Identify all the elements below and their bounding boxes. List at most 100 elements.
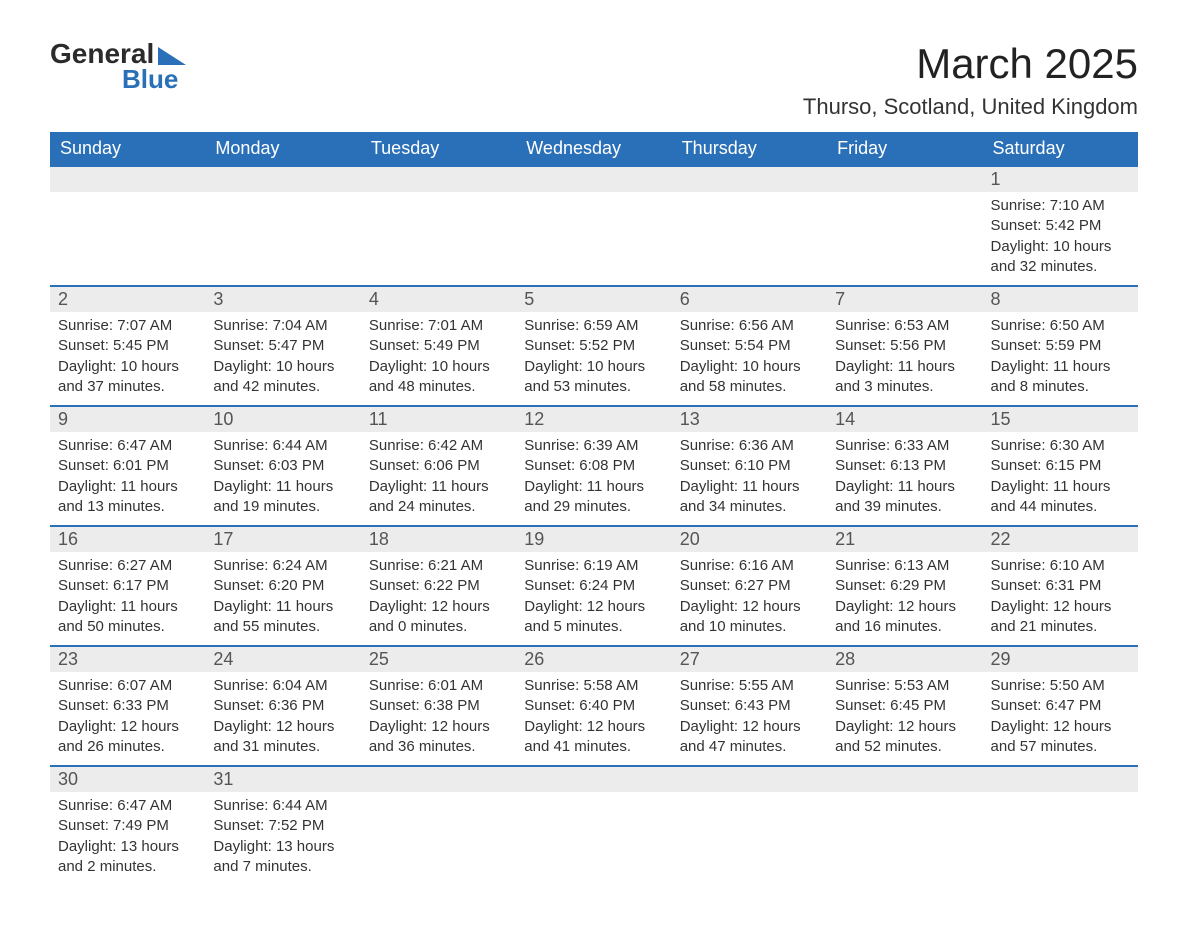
day-details-cell: Sunrise: 6:39 AMSunset: 6:08 PMDaylight:…: [516, 432, 671, 526]
sunset-text: Sunset: 6:33 PM: [58, 696, 197, 716]
day-number-cell: 8: [983, 286, 1138, 312]
day-details-cell: [827, 192, 982, 286]
sunrise-text: Sunrise: 6:36 AM: [680, 436, 819, 456]
day-details-cell: [361, 792, 516, 885]
day-number-cell: [827, 166, 982, 192]
sunrise-text: Sunrise: 6:01 AM: [369, 676, 508, 696]
calendar-body: 1Sunrise: 7:10 AMSunset: 5:42 PMDaylight…: [50, 166, 1138, 885]
sunrise-text: Sunrise: 6:16 AM: [680, 556, 819, 576]
sunrise-text: Sunrise: 5:50 AM: [991, 676, 1130, 696]
sunset-text: Sunset: 5:56 PM: [835, 336, 974, 356]
sunrise-text: Sunrise: 5:53 AM: [835, 676, 974, 696]
sunrise-text: Sunrise: 6:42 AM: [369, 436, 508, 456]
logo-triangle-icon: [158, 47, 186, 65]
daylight-text: Daylight: 12 hours and 21 minutes.: [991, 597, 1130, 638]
sunrise-text: Sunrise: 6:19 AM: [524, 556, 663, 576]
sunset-text: Sunset: 7:52 PM: [213, 816, 352, 836]
sunrise-text: Sunrise: 6:47 AM: [58, 436, 197, 456]
sunset-text: Sunset: 6:40 PM: [524, 696, 663, 716]
day-number-cell: 22: [983, 526, 1138, 552]
daylight-text: Daylight: 11 hours and 8 minutes.: [991, 357, 1130, 398]
sunset-text: Sunset: 6:36 PM: [213, 696, 352, 716]
day-number-cell: 20: [672, 526, 827, 552]
sunrise-text: Sunrise: 6:07 AM: [58, 676, 197, 696]
day-number-cell: 29: [983, 646, 1138, 672]
day-details-cell: [983, 792, 1138, 885]
day-details-cell: Sunrise: 6:07 AMSunset: 6:33 PMDaylight:…: [50, 672, 205, 766]
day-number-cell: 30: [50, 766, 205, 792]
sunset-text: Sunset: 5:59 PM: [991, 336, 1130, 356]
day-number-cell: 6: [672, 286, 827, 312]
sunrise-text: Sunrise: 6:27 AM: [58, 556, 197, 576]
day-number-cell: 27: [672, 646, 827, 672]
location-subtitle: Thurso, Scotland, United Kingdom: [803, 94, 1138, 120]
day-number-cell: 3: [205, 286, 360, 312]
sunrise-text: Sunrise: 6:33 AM: [835, 436, 974, 456]
day-number-cell: 7: [827, 286, 982, 312]
weekday-header: Tuesday: [361, 132, 516, 166]
day-details-cell: Sunrise: 6:36 AMSunset: 6:10 PMDaylight:…: [672, 432, 827, 526]
sunset-text: Sunset: 6:08 PM: [524, 456, 663, 476]
sunrise-text: Sunrise: 7:07 AM: [58, 316, 197, 336]
day-details-cell: Sunrise: 7:10 AMSunset: 5:42 PMDaylight:…: [983, 192, 1138, 286]
daylight-text: Daylight: 12 hours and 31 minutes.: [213, 717, 352, 758]
day-details-cell: Sunrise: 6:59 AMSunset: 5:52 PMDaylight:…: [516, 312, 671, 406]
day-details-cell: Sunrise: 5:53 AMSunset: 6:45 PMDaylight:…: [827, 672, 982, 766]
daylight-text: Daylight: 12 hours and 26 minutes.: [58, 717, 197, 758]
day-number-cell: 5: [516, 286, 671, 312]
weekday-header: Sunday: [50, 132, 205, 166]
sunset-text: Sunset: 6:38 PM: [369, 696, 508, 716]
day-details-cell: Sunrise: 6:47 AMSunset: 6:01 PMDaylight:…: [50, 432, 205, 526]
day-details-cell: [516, 192, 671, 286]
sunset-text: Sunset: 6:29 PM: [835, 576, 974, 596]
daylight-text: Daylight: 13 hours and 2 minutes.: [58, 837, 197, 878]
day-number-cell: [827, 766, 982, 792]
sunset-text: Sunset: 6:43 PM: [680, 696, 819, 716]
sunrise-text: Sunrise: 6:50 AM: [991, 316, 1130, 336]
day-number-cell: 13: [672, 406, 827, 432]
day-details-cell: Sunrise: 6:10 AMSunset: 6:31 PMDaylight:…: [983, 552, 1138, 646]
daylight-text: Daylight: 11 hours and 19 minutes.: [213, 477, 352, 518]
sunset-text: Sunset: 6:27 PM: [680, 576, 819, 596]
week-daynum-row: 1: [50, 166, 1138, 192]
week-details-row: Sunrise: 7:10 AMSunset: 5:42 PMDaylight:…: [50, 192, 1138, 286]
sunrise-text: Sunrise: 6:56 AM: [680, 316, 819, 336]
daylight-text: Daylight: 12 hours and 16 minutes.: [835, 597, 974, 638]
day-details-cell: Sunrise: 7:04 AMSunset: 5:47 PMDaylight:…: [205, 312, 360, 406]
day-details-cell: [205, 192, 360, 286]
day-details-cell: Sunrise: 6:56 AMSunset: 5:54 PMDaylight:…: [672, 312, 827, 406]
sunset-text: Sunset: 5:52 PM: [524, 336, 663, 356]
weekday-header: Friday: [827, 132, 982, 166]
sunrise-text: Sunrise: 6:30 AM: [991, 436, 1130, 456]
week-daynum-row: 9101112131415: [50, 406, 1138, 432]
day-number-cell: 21: [827, 526, 982, 552]
sunrise-text: Sunrise: 7:01 AM: [369, 316, 508, 336]
daylight-text: Daylight: 10 hours and 48 minutes.: [369, 357, 508, 398]
daylight-text: Daylight: 11 hours and 39 minutes.: [835, 477, 974, 518]
sunset-text: Sunset: 7:49 PM: [58, 816, 197, 836]
daylight-text: Daylight: 12 hours and 52 minutes.: [835, 717, 974, 758]
day-details-cell: [516, 792, 671, 885]
sunrise-text: Sunrise: 6:44 AM: [213, 796, 352, 816]
month-title: March 2025: [803, 40, 1138, 88]
day-number-cell: [672, 166, 827, 192]
sunrise-text: Sunrise: 6:59 AM: [524, 316, 663, 336]
daylight-text: Daylight: 11 hours and 3 minutes.: [835, 357, 974, 398]
sunrise-text: Sunrise: 7:04 AM: [213, 316, 352, 336]
sunset-text: Sunset: 5:45 PM: [58, 336, 197, 356]
daylight-text: Daylight: 13 hours and 7 minutes.: [213, 837, 352, 878]
day-number-cell: 16: [50, 526, 205, 552]
day-number-cell: 17: [205, 526, 360, 552]
daylight-text: Daylight: 12 hours and 36 minutes.: [369, 717, 508, 758]
day-details-cell: Sunrise: 6:27 AMSunset: 6:17 PMDaylight:…: [50, 552, 205, 646]
week-details-row: Sunrise: 6:47 AMSunset: 6:01 PMDaylight:…: [50, 432, 1138, 526]
daylight-text: Daylight: 10 hours and 58 minutes.: [680, 357, 819, 398]
day-details-cell: Sunrise: 6:44 AMSunset: 7:52 PMDaylight:…: [205, 792, 360, 885]
daylight-text: Daylight: 11 hours and 44 minutes.: [991, 477, 1130, 518]
day-details-cell: Sunrise: 6:21 AMSunset: 6:22 PMDaylight:…: [361, 552, 516, 646]
daylight-text: Daylight: 12 hours and 57 minutes.: [991, 717, 1130, 758]
weekday-header: Saturday: [983, 132, 1138, 166]
week-details-row: Sunrise: 6:07 AMSunset: 6:33 PMDaylight:…: [50, 672, 1138, 766]
day-number-cell: 28: [827, 646, 982, 672]
weekday-header: Wednesday: [516, 132, 671, 166]
